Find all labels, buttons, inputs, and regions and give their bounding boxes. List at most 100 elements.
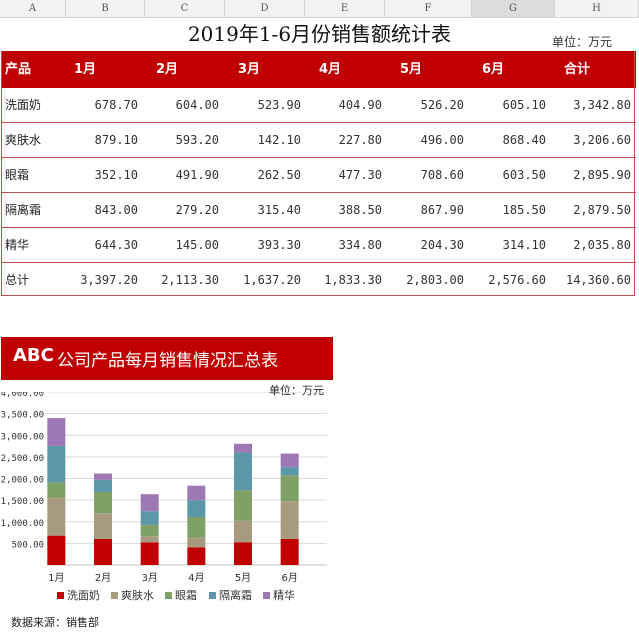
table-cell[interactable]: 605.10 — [502, 98, 546, 112]
header-apr[interactable]: 4月 — [319, 62, 342, 77]
table-cell[interactable]: 867.90 — [420, 203, 464, 217]
table-cell[interactable]: 491.90 — [175, 168, 219, 182]
table-cell[interactable]: 593.20 — [175, 133, 219, 147]
bar-segment[interactable] — [234, 490, 252, 521]
bar-segment[interactable] — [187, 485, 206, 501]
table-cell[interactable]: 3,397.20 — [80, 273, 138, 287]
table-cell[interactable]: 3,206.60 — [573, 133, 631, 147]
bar-segment[interactable] — [94, 491, 112, 514]
table-cell[interactable]: 142.10 — [257, 133, 301, 147]
bar-segment[interactable] — [234, 452, 252, 491]
table-cell[interactable]: 1,833.30 — [324, 273, 382, 287]
bar-segment[interactable] — [280, 475, 299, 502]
bar-segment[interactable] — [94, 479, 112, 492]
table-cell[interactable]: 314.10 — [502, 238, 546, 252]
column-header-a[interactable]: A — [0, 0, 66, 17]
table-cell[interactable]: 2,879.50 — [573, 203, 631, 217]
header-product[interactable]: 产品 — [5, 62, 32, 77]
table-cell[interactable]: 145.00 — [175, 238, 219, 252]
bar-segment[interactable] — [47, 497, 66, 536]
table-cell[interactable]: 204.30 — [420, 238, 464, 252]
table-cell[interactable]: 388.50 — [338, 203, 382, 217]
table-cell[interactable]: 14,360.60 — [565, 273, 631, 287]
table-cell[interactable]: 404.90 — [338, 98, 382, 112]
table-cell[interactable]: 2,895.90 — [573, 168, 631, 182]
bar-segment[interactable] — [280, 467, 299, 476]
legend-item[interactable]: 精华 — [263, 589, 295, 603]
table-cell[interactable]: 2,576.60 — [488, 273, 546, 287]
bar-segment[interactable] — [94, 473, 112, 480]
column-header-c[interactable]: C — [145, 0, 225, 17]
table-cell[interactable]: 227.80 — [338, 133, 382, 147]
bar-segment[interactable] — [94, 538, 112, 565]
header-jun[interactable]: 6月 — [482, 62, 505, 77]
bar-segment[interactable] — [280, 501, 299, 539]
table-cell[interactable]: 477.30 — [338, 168, 382, 182]
table-cell[interactable]: 1,637.20 — [243, 273, 301, 287]
table-cell[interactable]: 315.40 — [257, 203, 301, 217]
table-cell[interactable]: 2,113.30 — [161, 273, 219, 287]
table-cell[interactable]: 496.00 — [420, 133, 464, 147]
table-cell[interactable]: 708.60 — [420, 168, 464, 182]
table-cell[interactable]: 644.30 — [94, 238, 138, 252]
table-cell[interactable]: 879.10 — [94, 133, 138, 147]
bar-segment[interactable] — [140, 494, 159, 512]
bar-segment[interactable] — [187, 500, 206, 517]
table-cell[interactable]: 393.30 — [257, 238, 301, 252]
table-cell[interactable]: 3,342.80 — [573, 98, 631, 112]
table-cell[interactable]: 526.20 — [420, 98, 464, 112]
header-feb[interactable]: 2月 — [156, 62, 179, 77]
table-cell[interactable]: 185.50 — [502, 203, 546, 217]
legend-item[interactable]: 爽肤水 — [111, 589, 154, 603]
header-mar[interactable]: 3月 — [238, 62, 261, 77]
bar-segment[interactable] — [187, 516, 206, 538]
column-header-g[interactable]: G — [472, 0, 555, 17]
bar-segment[interactable] — [47, 418, 66, 446]
legend-item[interactable]: 眼霜 — [165, 589, 197, 603]
row-label[interactable]: 总计 — [5, 273, 30, 287]
table-cell[interactable]: 334.80 — [338, 238, 382, 252]
column-header-f[interactable]: F — [385, 0, 472, 17]
table-cell[interactable]: 352.10 — [94, 168, 138, 182]
table-cell[interactable]: 523.90 — [257, 98, 301, 112]
bar-segment[interactable] — [187, 537, 206, 548]
bar-segment[interactable] — [234, 443, 252, 453]
table-cell[interactable]: 2,035.80 — [573, 238, 631, 252]
bar-segment[interactable] — [94, 513, 112, 539]
legend-item[interactable]: 隔离霜 — [209, 589, 252, 603]
header-may[interactable]: 5月 — [400, 62, 423, 77]
column-header-h[interactable]: H — [555, 0, 639, 17]
bar-segment[interactable] — [234, 542, 252, 565]
column-header-d[interactable]: D — [225, 0, 305, 17]
table-cell[interactable]: 603.50 — [502, 168, 546, 182]
bar-segment[interactable] — [187, 547, 206, 565]
header-total[interactable]: 合计 — [564, 62, 591, 77]
header-jan[interactable]: 1月 — [74, 62, 97, 77]
row-label[interactable]: 爽肤水 — [5, 133, 42, 147]
bar-segment[interactable] — [47, 535, 66, 565]
table-cell[interactable]: 678.70 — [94, 98, 138, 112]
table-cell[interactable]: 868.40 — [502, 133, 546, 147]
sales-chart[interactable]: ABC 公司产品每月销售情况汇总表 单位：万元 500.00 1,000.00 1,… — [1, 337, 333, 629]
bar-segment[interactable] — [234, 520, 252, 543]
bar-segment[interactable] — [140, 542, 159, 565]
table-cell[interactable]: 262.50 — [257, 168, 301, 182]
legend-item[interactable]: 洗面奶 — [57, 589, 100, 603]
row-label[interactable]: 精华 — [5, 238, 30, 252]
table-cell[interactable]: 279.20 — [175, 203, 219, 217]
bar-segment[interactable] — [140, 536, 159, 543]
table-cell[interactable]: 843.00 — [94, 203, 138, 217]
column-header-e[interactable]: E — [305, 0, 385, 17]
bar-segment[interactable] — [140, 524, 159, 537]
bar-segment[interactable] — [140, 511, 159, 525]
row-label[interactable]: 隔离霜 — [5, 203, 42, 217]
bar-segment[interactable] — [280, 538, 299, 565]
table-cell[interactable]: 604.00 — [175, 98, 219, 112]
row-label[interactable]: 眼霜 — [5, 168, 30, 182]
column-header-b[interactable]: B — [66, 0, 145, 17]
bar-segment[interactable] — [47, 445, 66, 483]
row-label[interactable]: 洗面奶 — [5, 98, 42, 112]
bar-segment[interactable] — [280, 453, 299, 468]
table-cell[interactable]: 2,803.00 — [406, 273, 464, 287]
bar-segment[interactable] — [47, 482, 66, 498]
